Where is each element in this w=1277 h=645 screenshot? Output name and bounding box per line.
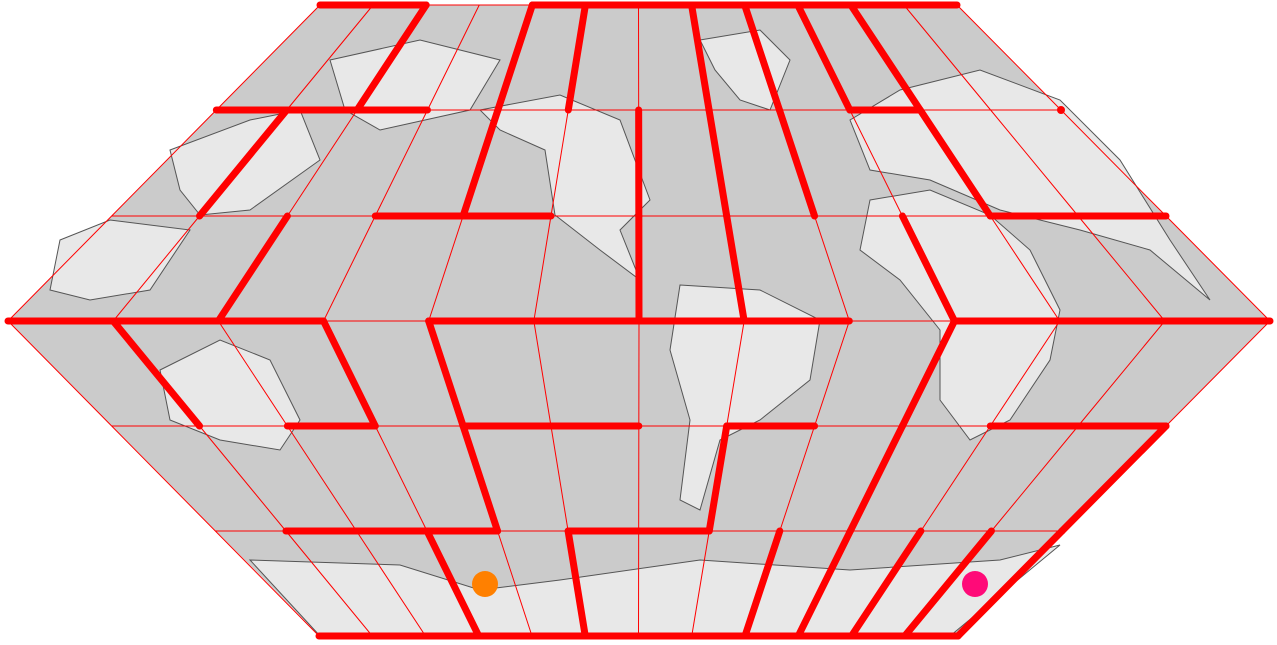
wall <box>705 106 731 220</box>
wall <box>688 1 713 114</box>
wall <box>196 106 291 220</box>
wall <box>847 527 925 640</box>
wall <box>214 212 291 325</box>
eurasia <box>849 69 1211 301</box>
player-marker[interactable] <box>472 571 498 597</box>
wall <box>794 527 854 640</box>
wall <box>916 106 994 220</box>
wall <box>423 527 483 640</box>
south-america <box>669 284 821 511</box>
wall <box>954 527 1066 640</box>
wall <box>898 317 958 430</box>
wall <box>705 422 731 535</box>
wall <box>898 212 958 325</box>
wall <box>1058 422 1170 535</box>
goal-marker <box>962 571 988 597</box>
wall <box>901 527 995 640</box>
wall <box>459 106 502 220</box>
wall <box>425 317 467 430</box>
wall <box>741 1 783 114</box>
wall <box>564 527 589 640</box>
wall <box>320 317 379 430</box>
wall-joint <box>1057 106 1066 114</box>
wall <box>846 422 906 535</box>
wall <box>564 1 589 114</box>
wall <box>353 1 430 114</box>
maze-walls <box>4 1 1274 640</box>
wall <box>494 1 536 114</box>
southeast-asia <box>49 219 191 301</box>
wall <box>794 1 854 114</box>
wall <box>775 106 819 220</box>
wall <box>459 422 502 535</box>
wall <box>723 212 748 325</box>
wall <box>847 1 924 114</box>
wall <box>741 527 784 640</box>
wall <box>109 317 204 430</box>
